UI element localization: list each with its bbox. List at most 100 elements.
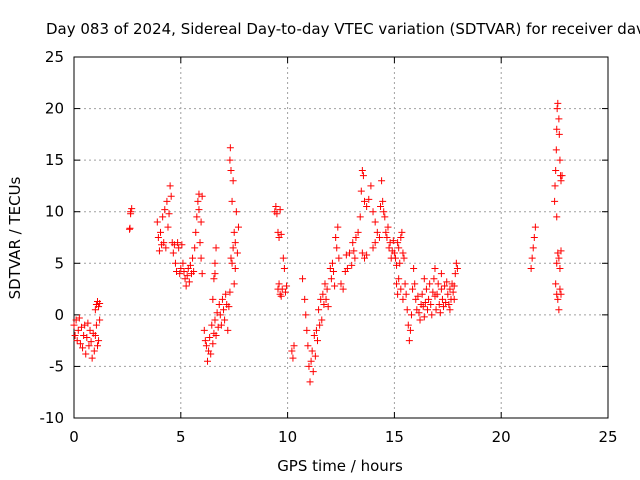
data-point [182,282,190,290]
data-point [530,234,538,241]
data-point [346,249,354,257]
data-point [126,224,134,232]
data-point [283,282,291,290]
data-point [555,254,563,262]
data-point [183,272,191,280]
data-point [409,285,417,293]
data-point [180,268,188,276]
data-point [212,331,220,339]
data-point [303,326,311,334]
data-point [551,182,559,190]
data-point [153,218,161,226]
data-point [202,342,210,350]
data-point [160,239,168,247]
data-point [87,338,95,346]
data-point [399,249,407,257]
data-point [196,239,204,247]
data-point [211,270,219,278]
data-point [331,282,339,290]
data-point [169,249,177,257]
data-point [330,268,338,276]
data-point [416,316,424,324]
data-point [556,156,564,164]
data-point [406,326,414,334]
data-point [164,223,172,231]
data-point [401,280,409,288]
data-point [356,213,364,221]
data-point [531,223,539,231]
data-point [528,254,536,262]
data-point [159,213,167,221]
data-point [201,337,209,345]
data-point [96,300,104,308]
data-point [234,223,242,231]
data-point [395,244,403,252]
data-point [551,197,559,205]
y-tick-label: 25 [45,48,64,66]
data-point [397,234,405,241]
data-point [421,298,429,306]
data-point [399,295,407,303]
data-point [381,213,389,221]
data-point [328,259,336,267]
data-point [305,362,313,370]
data-point [229,177,237,185]
data-point [226,288,234,296]
data-point [290,342,298,350]
data-point [91,331,99,339]
data-point [553,259,561,267]
data-point [378,177,386,185]
data-point [435,301,443,309]
data-point [155,247,163,255]
data-point [349,239,357,247]
data-point [333,244,341,252]
data-point [163,197,171,205]
data-point [90,347,98,355]
data-point [192,228,200,236]
data-point [306,378,314,386]
data-point [84,319,92,327]
data-point [210,275,218,283]
data-point [444,290,452,298]
data-point [436,309,444,317]
data-point [178,241,186,249]
data-point [557,177,565,185]
data-point [309,368,317,376]
data-point [553,105,561,113]
data-point [193,213,201,221]
data-point [315,306,323,314]
data-point [358,166,366,174]
data-point [379,197,387,205]
data-point [556,264,564,272]
data-point [557,247,565,255]
data-point [206,334,214,342]
data-point [127,208,135,216]
data-point [337,280,345,288]
data-point [226,144,234,152]
data-point [278,285,286,293]
data-point [280,264,288,272]
data-point [189,254,197,262]
x-axis-label: GPS time / hours [277,457,403,475]
data-point [553,125,561,133]
data-point [339,285,347,293]
data-point [209,340,217,348]
data-point [443,278,451,286]
data-point [373,228,381,236]
data-point [363,203,371,211]
y-tick-label: -5 [49,357,64,375]
data-point [352,234,360,241]
data-point [427,301,435,309]
data-point [529,244,537,252]
data-point [231,239,239,247]
data-point [382,228,390,236]
data-point [86,326,94,334]
data-point [429,288,437,296]
data-point [377,203,385,211]
data-point [277,230,285,238]
data-point [348,261,356,269]
data-point [185,278,193,286]
data-point [375,234,383,241]
data-point [438,295,446,303]
data-point [332,234,340,241]
